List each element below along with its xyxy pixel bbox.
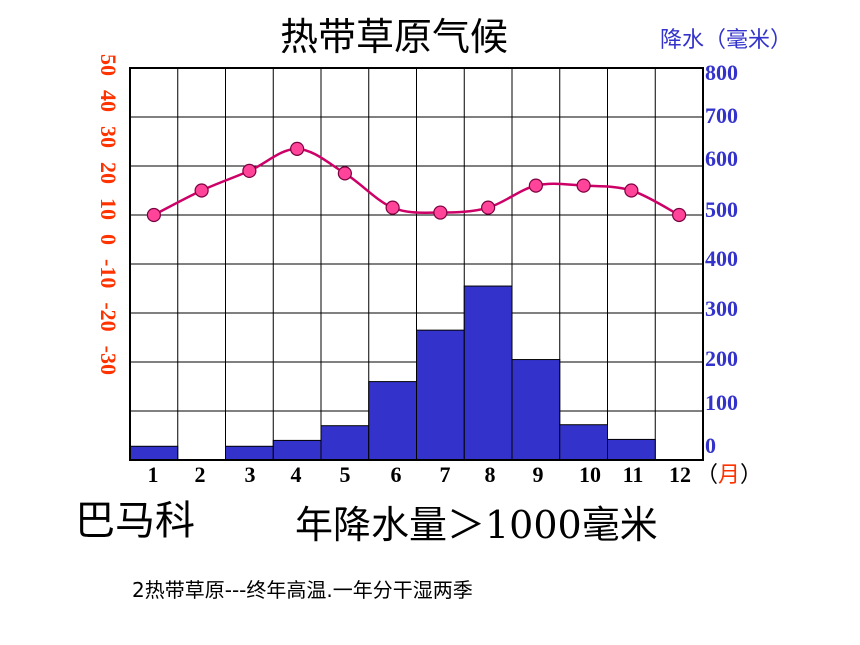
precipitation-bar-5 <box>320 425 370 461</box>
month-axis: 1 2 3 4 5 6 7 8 9 10 11 12 （月） <box>148 462 763 488</box>
month-tick-label: 8 <box>485 462 496 487</box>
chart-title: 热带草原气候 <box>280 15 509 59</box>
temperature-point-6 <box>385 200 400 215</box>
caption-text: 2热带草原---终年高温.一年分干湿两季 <box>132 578 473 602</box>
month-unit-close: ） <box>740 463 762 488</box>
temperature-point-5 <box>337 166 352 181</box>
precipitation-bar-7 <box>416 329 465 461</box>
chart-frame <box>129 67 704 461</box>
temperature-tick-label: 40 <box>96 90 121 112</box>
temperature-tick-label: -10 <box>96 259 121 288</box>
precipitation-bar-3 <box>225 445 274 461</box>
precipitation-tick-label: 700 <box>705 103 738 128</box>
precipitation-tick-label: 400 <box>705 246 738 271</box>
temperature-point-10 <box>576 178 591 193</box>
precipitation-bar-4 <box>272 439 322 461</box>
temperature-tick-label: 30 <box>96 126 121 148</box>
temperature-tick-label: -30 <box>96 346 121 375</box>
plot-border <box>129 67 704 461</box>
precipitation-tick-label: 300 <box>705 296 738 321</box>
temperature-point-1 <box>146 207 161 223</box>
temperature-tick-label: 20 <box>96 162 121 184</box>
temperature-point-11 <box>624 183 639 198</box>
precipitation-tick-label: 200 <box>705 346 738 371</box>
precipitation-bar-6 <box>368 381 417 461</box>
precipitation-bar-8 <box>463 285 513 461</box>
temperature-tick-label: 50 <box>96 54 121 76</box>
annual-precipitation-text: 年降水量＞1000毫米 <box>295 503 658 547</box>
month-tick-label: 10 <box>579 462 601 487</box>
month-tick-label: 11 <box>623 462 644 487</box>
temperature-point-2 <box>194 183 209 198</box>
month-unit-char: 月 <box>718 463 740 488</box>
precipitation-bars <box>129 285 656 461</box>
precipitation-tick-label: 600 <box>705 146 738 171</box>
month-tick-label: 7 <box>440 462 451 487</box>
temperature-axis-labels: 50 40 30 20 10 0 -10 -20 -30 <box>96 54 121 375</box>
station-name: 巴马科 <box>75 498 195 544</box>
temperature-point-9 <box>528 178 543 193</box>
precipitation-tick-label: 800 <box>705 60 738 85</box>
precipitation-bar-10 <box>559 424 608 461</box>
precipitation-tick-label: 500 <box>705 197 738 222</box>
month-tick-label: 4 <box>291 462 302 487</box>
month-tick-label: 1 <box>148 462 159 487</box>
temperature-point-12 <box>672 207 687 223</box>
precipitation-bar-1 <box>129 445 179 461</box>
temperature-tick-label: -20 <box>96 302 121 331</box>
temperature-point-7 <box>433 205 448 220</box>
month-unit-open: （ <box>696 463 718 488</box>
precipitation-bar-9 <box>511 359 561 461</box>
temperature-line <box>146 141 687 223</box>
precipitation-tick-label: 100 <box>705 390 738 415</box>
month-tick-label: 9 <box>533 462 544 487</box>
temperature-tick-label: 0 <box>96 234 121 245</box>
temperature-point-8 <box>481 200 496 215</box>
precipitation-axis: 800 700 600 500 400 300 200 100 0 <box>705 60 738 458</box>
month-unit-label: （月） <box>696 463 762 488</box>
temperature-axis: 50 40 30 20 10 0 -10 -20 -30 <box>96 54 121 375</box>
precipitation-bar-11 <box>607 438 656 461</box>
month-tick-label: 5 <box>340 462 351 487</box>
month-tick-label: 12 <box>669 462 691 487</box>
precipitation-axis-unit: 降水（毫米） <box>660 28 793 53</box>
temperature-point-4 <box>290 141 305 156</box>
month-tick-label: 6 <box>391 462 402 487</box>
month-tick-label: 2 <box>195 462 206 487</box>
temperature-tick-label: 10 <box>96 198 121 220</box>
month-tick-label: 3 <box>245 462 256 487</box>
temperature-point-3 <box>242 163 257 178</box>
precipitation-tick-label: 0 <box>705 433 716 458</box>
